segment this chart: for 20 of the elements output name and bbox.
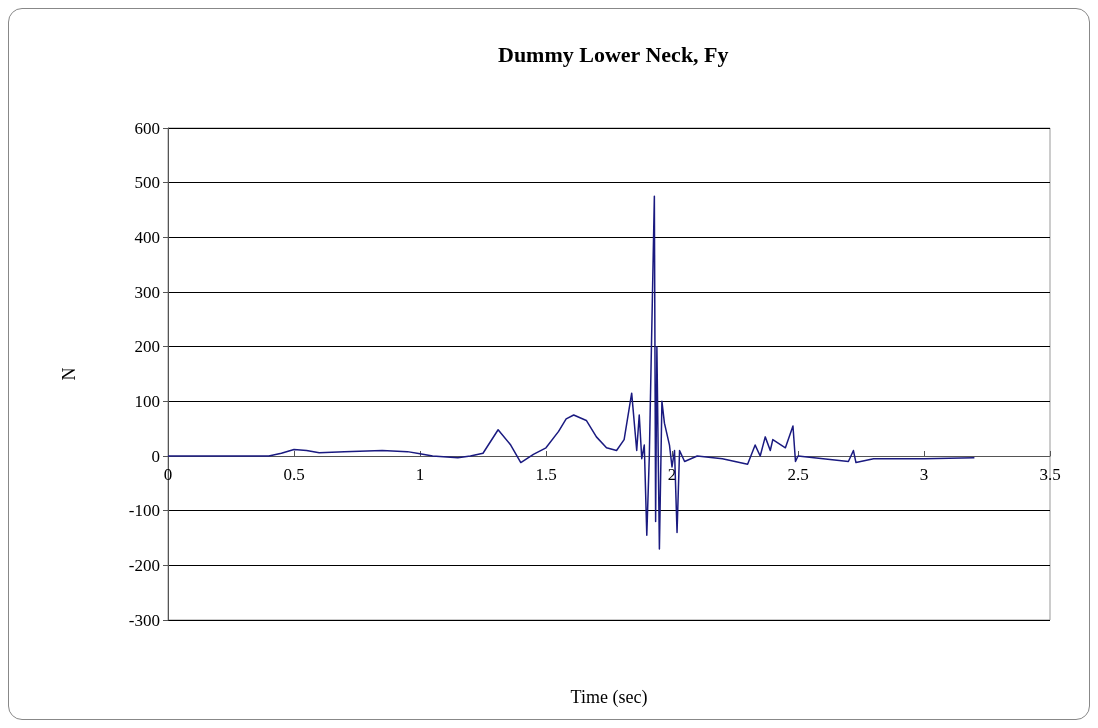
y-tick-label: 200 [134,337,160,357]
x-tick-label: 2 [667,465,677,484]
y-tick-label: 100 [134,391,160,411]
y-tick-label: -300 [128,610,160,630]
x-tick-label: 2.5 [787,465,809,484]
x-tick-label: 3.5 [1039,465,1061,484]
x-axis-title: Time (sec) [570,687,648,708]
y-tick-label: 0 [151,446,160,466]
y-tick-label: 500 [134,173,160,193]
x-tick-label: 1 [415,465,425,484]
y-tick-label: -100 [128,501,160,521]
x-tick-label: 0.5 [283,465,305,484]
y-tick-label: 400 [134,227,160,247]
x-tick-label: 3 [919,465,929,484]
x-tick-label: 1.5 [535,465,557,484]
chart-title: Dummy Lower Neck, Fy [498,41,729,67]
y-tick-label: 300 [134,282,160,302]
y-axis-title: N [59,367,79,381]
y-tick-label: -200 [128,555,160,575]
y-tick-label: 600 [134,118,160,138]
